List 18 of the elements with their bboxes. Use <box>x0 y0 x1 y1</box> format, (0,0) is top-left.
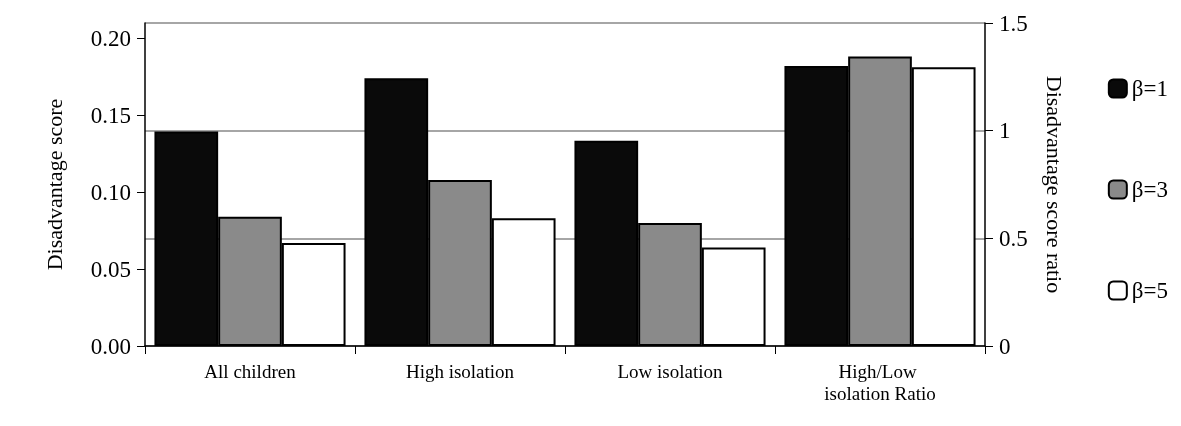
y-axis-title: Disadvantage score <box>41 98 67 271</box>
x-tick-label: Low isolation <box>617 360 723 382</box>
legend-label: β=1 <box>1131 76 1169 101</box>
y-tick-label: 0.05 <box>90 256 131 282</box>
y2-tick-label: 1 <box>999 118 1011 144</box>
y-tick-label: 0.15 <box>90 102 131 128</box>
y-tick-label: 0.20 <box>90 25 131 51</box>
y-tick-label: 0.00 <box>90 333 131 359</box>
legend-label: β=3 <box>1131 177 1169 202</box>
y2-axis-title: Disadvantage score ratio <box>1041 75 1067 294</box>
x-tick-label: All children <box>204 360 297 382</box>
y-tick-label: 0.10 <box>90 179 131 205</box>
x-tick-label: High/Low isolation Ratio <box>824 360 936 404</box>
y2-tick-label: 0 <box>999 333 1011 359</box>
y2-tick-label: 1.5 <box>999 10 1028 36</box>
legend-label: β=5 <box>1131 278 1169 303</box>
x-tick-label: High isolation <box>405 360 515 382</box>
y2-tick-label: 0.5 <box>999 225 1028 251</box>
